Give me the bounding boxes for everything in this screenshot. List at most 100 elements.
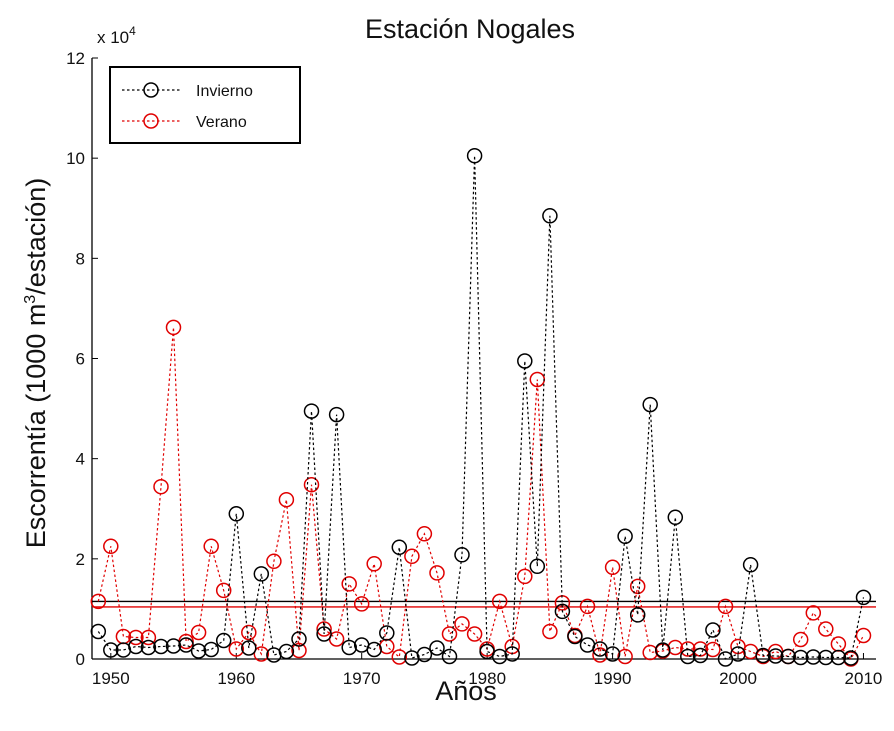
point-verano (379, 638, 395, 655)
y-axis-label-main: Escorrentía (1000 m (21, 304, 51, 549)
point-verano (579, 598, 596, 615)
legend-item-invierno: Invierno (122, 82, 253, 100)
point-verano (253, 646, 270, 662)
y-tick-label: 2 (76, 550, 85, 569)
y-axis-label-tail: /estación) (21, 178, 51, 295)
point-verano (792, 631, 809, 648)
point-verano (818, 621, 834, 637)
x-tick-label: 1960 (217, 669, 255, 688)
point-invierno (341, 639, 357, 656)
point-invierno (542, 208, 558, 224)
point-invierno (491, 648, 508, 665)
point-verano (128, 629, 144, 646)
point-invierno (165, 638, 182, 654)
svg-text:x 104: x 104 (97, 24, 136, 47)
point-invierno (328, 406, 345, 423)
legend-item-verano: Verano (122, 113, 247, 131)
point-invierno (291, 631, 307, 647)
point-verano (629, 578, 646, 595)
point-invierno (529, 558, 546, 575)
point-verano (291, 642, 307, 659)
point-verano (604, 559, 621, 576)
point-invierno (228, 506, 245, 522)
point-invierno (203, 641, 219, 658)
point-verano (680, 641, 696, 657)
point-verano (266, 553, 282, 570)
point-verano (542, 623, 558, 640)
point-verano (466, 626, 483, 642)
series-layer (90, 147, 872, 667)
point-verano (303, 476, 320, 493)
x-axis-label: Años (435, 676, 497, 706)
legend-box (109, 66, 301, 144)
y-tick-label: 10 (66, 149, 85, 168)
point-invierno (416, 646, 433, 663)
x-ticks: 1950 1960 1970 1980 1990 2000 2010 (92, 653, 882, 688)
point-verano (592, 647, 608, 663)
point-invierno (178, 637, 194, 653)
point-verano (805, 605, 822, 621)
point-verano (717, 598, 734, 615)
point-invierno (617, 528, 633, 545)
point-invierno (316, 626, 332, 642)
x-tick-label: 1970 (343, 669, 381, 688)
point-invierno (705, 622, 721, 638)
point-verano (391, 649, 408, 665)
point-invierno (429, 640, 445, 656)
point-verano (353, 596, 370, 612)
point-invierno (517, 353, 533, 369)
point-verano (278, 491, 295, 508)
point-verano (404, 548, 420, 565)
chart-title: Estación Nogales (365, 14, 575, 44)
x-tick-label: 1990 (594, 669, 632, 688)
point-verano (215, 582, 232, 599)
y-ticks: 0 2 4 6 8 10 12 (66, 49, 98, 669)
point-invierno (379, 625, 395, 641)
point-invierno (241, 640, 257, 656)
point-verano (454, 616, 470, 632)
y-tick-label: 4 (76, 450, 85, 469)
series-verano (90, 319, 872, 667)
point-invierno (655, 642, 671, 658)
legend-marker (143, 82, 159, 98)
point-invierno (128, 638, 144, 655)
point-verano (617, 648, 633, 665)
point-invierno (780, 648, 796, 665)
point-verano (228, 641, 245, 657)
point-verano (429, 565, 445, 581)
point-invierno (818, 649, 834, 666)
point-verano (316, 621, 332, 637)
point-invierno (466, 147, 483, 164)
point-verano (103, 538, 119, 555)
series-line-invierno (97, 155, 865, 660)
point-invierno (755, 647, 771, 664)
point-invierno (90, 623, 107, 640)
point-verano (416, 526, 433, 542)
y-axis-label: Escorrentía (1000 m3/estación) (21, 178, 51, 549)
point-invierno (805, 649, 822, 665)
point-verano (90, 593, 107, 610)
point-invierno (742, 557, 759, 573)
point-invierno (843, 650, 859, 666)
point-verano (705, 641, 721, 658)
point-invierno (190, 643, 207, 659)
series-invierno (90, 147, 872, 667)
point-verano (554, 595, 571, 611)
point-invierno (140, 639, 157, 656)
point-invierno (767, 648, 784, 664)
point-invierno (680, 648, 696, 665)
point-invierno (454, 547, 470, 563)
point-verano (441, 626, 458, 642)
multiplier-exponent: 4 (129, 24, 136, 38)
point-invierno (629, 607, 646, 623)
point-invierno (855, 589, 872, 606)
point-invierno (366, 641, 382, 658)
series-line-verano (97, 327, 865, 661)
point-verano (140, 629, 157, 646)
point-verano (165, 319, 182, 336)
point-invierno (278, 643, 295, 660)
point-invierno (730, 646, 746, 662)
point-invierno (642, 396, 658, 413)
point-invierno (604, 646, 621, 662)
x-tick-label: 2000 (719, 669, 757, 688)
